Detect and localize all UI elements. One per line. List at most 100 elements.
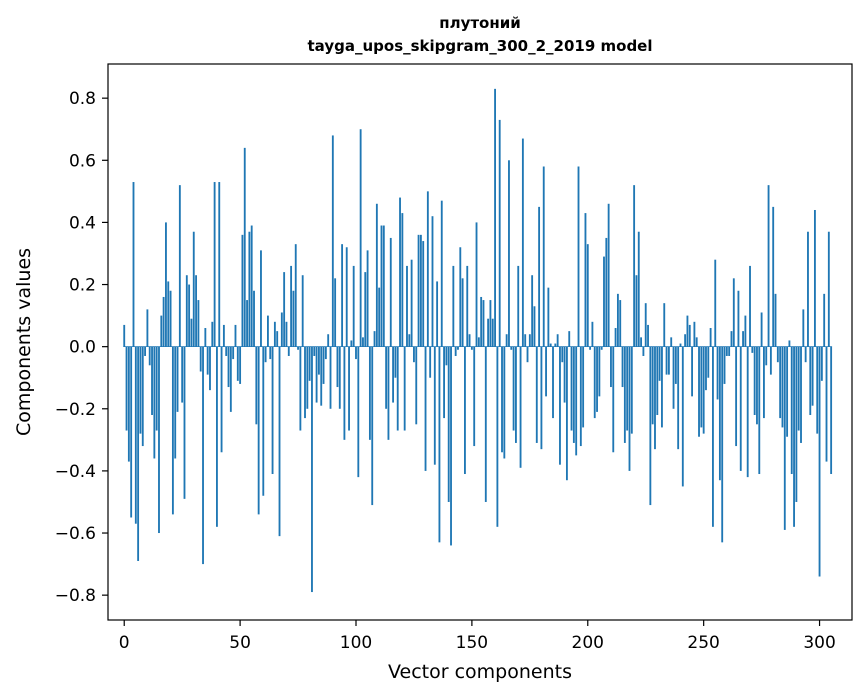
bar <box>767 185 770 347</box>
bar <box>591 321 594 347</box>
bar <box>382 225 385 347</box>
bar <box>470 346 473 350</box>
bar <box>579 346 582 447</box>
bar <box>222 324 225 347</box>
bar <box>477 337 480 347</box>
bar <box>260 250 262 347</box>
bar <box>387 346 390 440</box>
bar <box>695 337 698 347</box>
bar <box>589 346 592 350</box>
bar <box>213 182 216 347</box>
bar <box>220 346 223 453</box>
bar <box>197 300 200 347</box>
bar <box>269 346 272 360</box>
bar <box>749 265 751 347</box>
bar <box>433 346 436 465</box>
bar <box>362 337 364 347</box>
bar <box>139 346 142 434</box>
bar <box>167 281 170 347</box>
bar <box>702 346 705 434</box>
bar <box>355 346 357 360</box>
bar <box>317 346 320 375</box>
bar <box>202 346 204 565</box>
x-tick-label: 250 <box>687 633 719 653</box>
bar <box>649 346 652 506</box>
bar <box>531 275 534 347</box>
bar <box>582 346 585 428</box>
bar <box>586 244 589 347</box>
bar <box>524 334 527 347</box>
bar <box>818 346 821 577</box>
bar <box>459 247 462 347</box>
bar <box>781 346 784 428</box>
y-tick-label: 0.4 <box>69 213 96 233</box>
bar <box>373 331 376 347</box>
x-tick-label: 100 <box>340 633 372 653</box>
bar <box>616 293 619 347</box>
bar <box>628 346 631 471</box>
bar <box>827 231 830 347</box>
bar <box>276 331 279 347</box>
bar <box>417 234 420 347</box>
bar <box>447 346 450 502</box>
bar <box>656 346 659 415</box>
bar <box>565 346 568 481</box>
bar <box>195 275 197 347</box>
bar <box>623 346 626 443</box>
bar <box>334 278 337 347</box>
bar <box>665 346 668 375</box>
bar <box>255 346 258 425</box>
bar <box>688 324 691 347</box>
bar <box>322 346 325 384</box>
bar <box>424 346 427 471</box>
bar <box>793 346 795 527</box>
bar <box>419 234 422 347</box>
bar <box>744 315 747 347</box>
bar <box>732 278 735 347</box>
bar <box>679 343 682 347</box>
bar <box>329 346 332 409</box>
bar <box>160 315 163 347</box>
bar <box>241 234 244 347</box>
bar <box>153 346 156 459</box>
bar <box>141 346 144 447</box>
bar <box>313 346 316 356</box>
bar <box>343 346 346 440</box>
bar <box>171 346 174 515</box>
bar <box>426 191 429 347</box>
bar <box>556 334 559 347</box>
chart-title-line1: плутоний <box>439 14 521 32</box>
bar <box>640 337 643 347</box>
bar <box>584 213 587 347</box>
bar <box>813 209 816 347</box>
bar <box>243 147 246 347</box>
bar <box>378 287 381 347</box>
bar <box>452 265 455 347</box>
bar <box>809 346 812 415</box>
bar <box>790 346 793 475</box>
bar <box>155 346 158 431</box>
bar <box>535 346 538 443</box>
bar <box>739 346 742 471</box>
bar <box>598 346 601 397</box>
bar <box>225 346 228 356</box>
bar <box>429 346 432 378</box>
bar <box>227 346 230 388</box>
bar <box>466 265 469 347</box>
bar <box>454 346 457 356</box>
x-tick-label: 50 <box>229 633 251 653</box>
bar <box>686 315 689 347</box>
bar <box>151 346 153 415</box>
bar <box>505 334 508 347</box>
bar <box>614 328 617 347</box>
bar <box>802 309 805 347</box>
bar <box>538 206 541 347</box>
bar <box>568 331 571 347</box>
bar <box>510 346 513 350</box>
bar <box>359 129 362 347</box>
bar <box>707 346 710 378</box>
bar <box>475 222 478 347</box>
bar <box>127 346 130 462</box>
bar <box>635 275 638 347</box>
bar <box>545 346 547 397</box>
